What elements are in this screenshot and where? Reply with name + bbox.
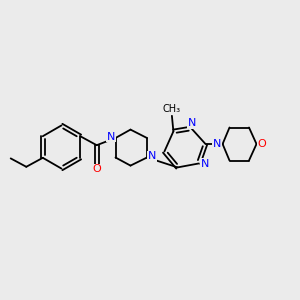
Text: O: O	[257, 139, 266, 149]
Text: N: N	[148, 151, 156, 161]
Text: N: N	[106, 132, 115, 142]
Text: N: N	[213, 139, 221, 149]
Text: N: N	[188, 118, 196, 128]
Text: N: N	[201, 159, 209, 169]
Text: CH₃: CH₃	[163, 104, 181, 114]
Text: O: O	[92, 164, 101, 174]
